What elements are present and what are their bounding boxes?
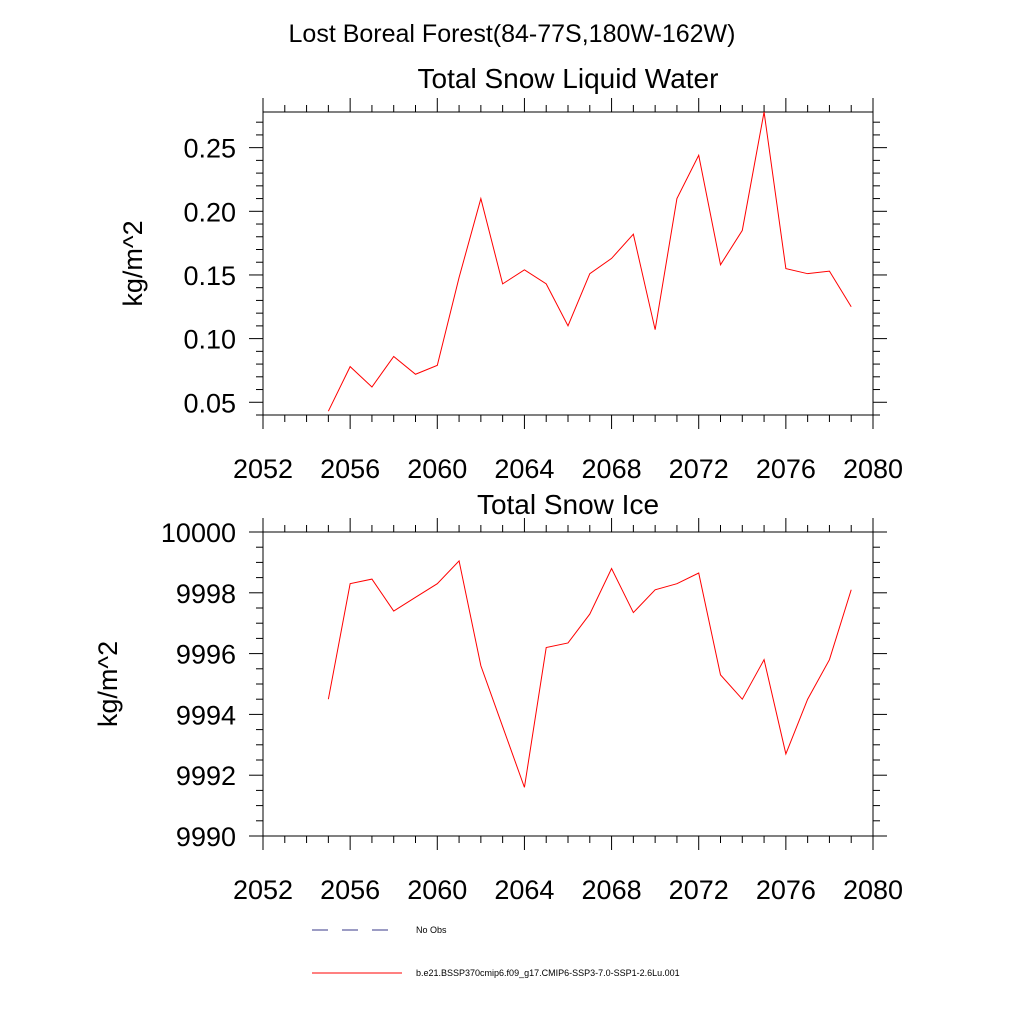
y-tick-label: 9994	[176, 700, 236, 730]
chart-title: Total Snow Ice	[477, 489, 659, 520]
y-axis-label: kg/m^2	[118, 220, 148, 306]
figure-title: Lost Boreal Forest(84-77S,180W-162W)	[289, 20, 736, 48]
y-tick-label: 9998	[176, 579, 236, 609]
y-tick-label: 0.05	[183, 388, 236, 418]
legend: No Obs b.e21.BSSP370cmip6.f09_g17.CMIP6-…	[312, 925, 680, 978]
x-tick-label: 2060	[407, 454, 467, 484]
x-tick-label: 2052	[233, 454, 293, 484]
legend-label-model: b.e21.BSSP370cmip6.f09_g17.CMIP6-SSP3-7.…	[416, 968, 680, 978]
series-line	[327, 111, 852, 412]
x-tick-label: 2068	[582, 454, 642, 484]
y-tick-label: 9990	[176, 822, 236, 852]
x-tick-label: 2076	[756, 454, 816, 484]
plot-frame	[262, 531, 874, 837]
x-tick-label: 2080	[843, 454, 903, 484]
legend-label-no-obs: No Obs	[416, 925, 447, 935]
y-tick-label: 0.20	[183, 197, 236, 227]
x-tick-label: 2060	[407, 875, 467, 905]
x-tick-label: 2068	[582, 875, 642, 905]
y-tick-label: 0.10	[183, 325, 236, 355]
x-tick-label: 2072	[669, 875, 729, 905]
chart-title: Total Snow Liquid Water	[418, 63, 719, 94]
x-tick-label: 2056	[320, 454, 380, 484]
x-tick-label: 2052	[233, 875, 293, 905]
series-line	[327, 559, 852, 788]
x-tick-label: 2064	[494, 454, 554, 484]
y-tick-label: 9996	[176, 640, 236, 670]
x-tick-label: 2076	[756, 875, 816, 905]
x-tick-label: 2072	[669, 454, 729, 484]
y-tick-label: 0.15	[183, 261, 236, 291]
y-tick-label: 9992	[176, 761, 236, 791]
y-axis-label: kg/m^2	[93, 641, 123, 727]
x-tick-label: 2064	[494, 875, 554, 905]
x-tick-label: 2056	[320, 875, 380, 905]
x-tick-label: 2080	[843, 875, 903, 905]
plot-frame	[262, 111, 874, 416]
y-tick-label: 10000	[161, 518, 236, 548]
panel-snow-liquid-water: Total Snow Liquid Water 2052 2056 2060 2064 2…	[118, 63, 903, 484]
y-tick-label: 0.25	[183, 134, 236, 164]
panel-snow-ice: Total Snow Ice 2052 2056 2060 2064 2068 2072 20…	[93, 489, 903, 905]
